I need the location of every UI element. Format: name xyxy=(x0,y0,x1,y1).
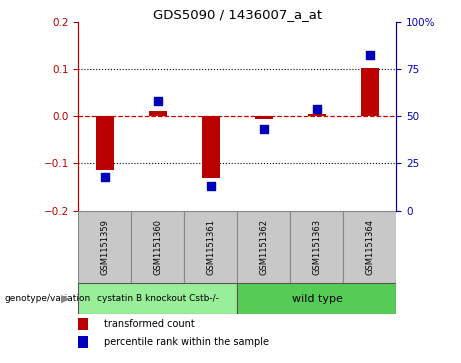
Bar xyxy=(148,111,167,116)
Text: GSM1151362: GSM1151362 xyxy=(260,219,268,275)
Text: GSM1151359: GSM1151359 xyxy=(100,219,109,275)
Bar xyxy=(78,211,131,283)
Point xyxy=(101,174,109,179)
Title: GDS5090 / 1436007_a_at: GDS5090 / 1436007_a_at xyxy=(153,8,322,21)
Text: wild type: wild type xyxy=(291,294,343,303)
Point xyxy=(366,52,373,58)
Bar xyxy=(254,116,273,118)
Bar xyxy=(78,318,88,330)
Text: GSM1151361: GSM1151361 xyxy=(207,219,215,275)
Text: ▶: ▶ xyxy=(61,294,69,303)
Point xyxy=(260,126,267,132)
Bar xyxy=(361,68,379,116)
Text: genotype/variation: genotype/variation xyxy=(5,294,91,303)
Bar xyxy=(343,211,396,283)
Bar xyxy=(307,114,326,116)
Bar xyxy=(95,116,114,171)
Text: percentile rank within the sample: percentile rank within the sample xyxy=(104,337,269,347)
Point xyxy=(207,183,214,189)
Bar xyxy=(237,211,290,283)
Bar xyxy=(78,336,88,348)
Text: GSM1151363: GSM1151363 xyxy=(313,219,321,275)
Bar xyxy=(201,116,220,179)
Point xyxy=(154,98,162,103)
Bar xyxy=(131,211,184,283)
Text: GSM1151364: GSM1151364 xyxy=(366,219,374,275)
Bar xyxy=(290,211,343,283)
Point xyxy=(313,106,320,112)
Bar xyxy=(184,211,237,283)
Bar xyxy=(78,283,237,314)
Bar xyxy=(237,283,396,314)
Text: GSM1151360: GSM1151360 xyxy=(154,219,162,275)
Text: cystatin B knockout Cstb-/-: cystatin B knockout Cstb-/- xyxy=(97,294,219,303)
Text: transformed count: transformed count xyxy=(104,319,195,329)
